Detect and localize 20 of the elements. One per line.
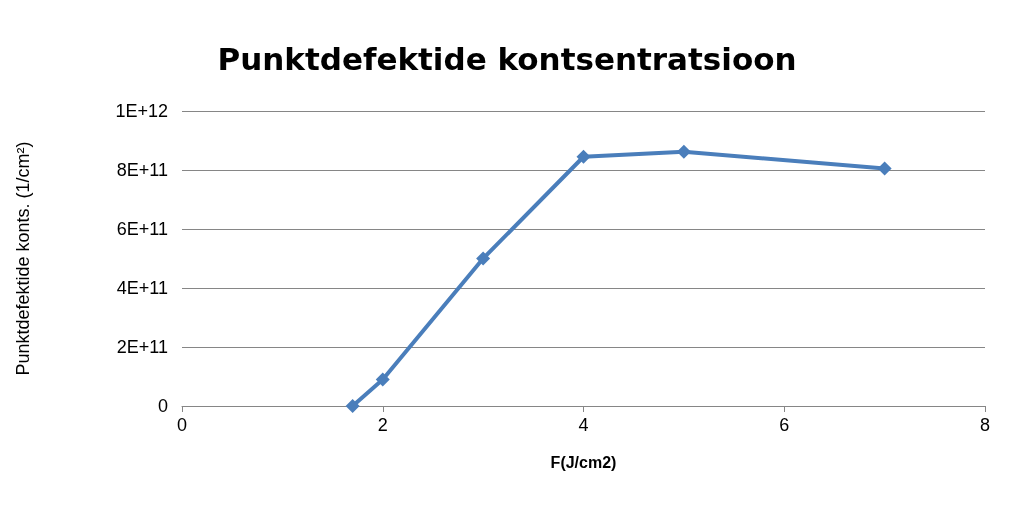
point — [345, 399, 360, 413]
y-tick-label: 4E+11 — [116, 278, 168, 298]
y-tick-label: 1E+12 — [115, 101, 168, 121]
x-tick-label: 0 — [176, 415, 188, 435]
point — [877, 161, 892, 176]
point — [476, 251, 491, 266]
y-tick-label: 0 — [157, 396, 168, 416]
y-axis-title: Punktdefektide konts. (1/cm²) — [13, 141, 33, 376]
y-tick-label: 2E+11 — [116, 337, 168, 357]
point — [676, 144, 691, 159]
x-tick-label: 2 — [377, 415, 388, 435]
y-tick-label: 8E+11 — [116, 160, 168, 180]
point — [576, 149, 591, 164]
chart-title: Punktdefektide kontsentratsioon — [217, 40, 797, 77]
x-axis-title: F(J/cm2) — [550, 453, 617, 471]
x-tick-label: 8 — [979, 415, 991, 435]
y-tick-label: 6E+11 — [116, 219, 168, 239]
point — [375, 372, 390, 387]
x-tick-label: 6 — [779, 415, 790, 435]
x-tick-label: 4 — [578, 415, 589, 435]
